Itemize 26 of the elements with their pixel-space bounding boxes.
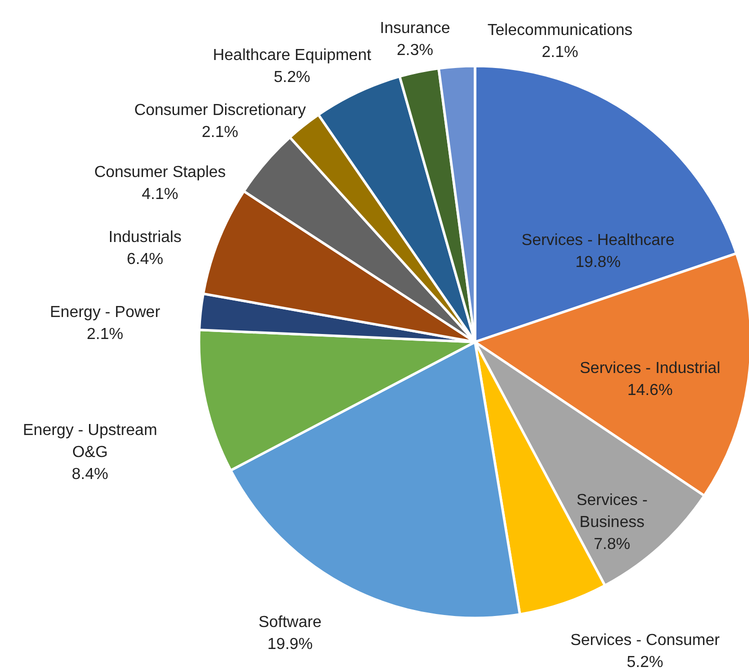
data-label: 14.6% [627,382,673,399]
data-label: 6.4% [126,251,164,268]
data-label: 5.2% [274,69,310,86]
slice-label: Telecommunications [488,22,632,39]
data-label: 7.8% [594,536,630,553]
data-label: 2.3% [396,42,434,59]
slice-label: Energy - Power [50,304,161,321]
slice-label: Healthcare Equipment [212,47,372,64]
slice-label: Software [258,614,322,631]
data-label: 19.9% [267,636,313,653]
data-label: 2.1% [542,44,578,61]
slice-label: Services - Consumer [570,632,720,649]
data-label: 5.2% [626,654,664,671]
data-label: 19.8% [575,254,621,271]
slice-label: Industrials [108,229,182,246]
data-label: 8.4% [72,466,108,483]
slice-label: Insurance [380,20,450,37]
slice-label: Consumer Staples [94,164,226,181]
slice-label: Consumer Discretionary [134,102,306,119]
slice-label: Energy - Upstream O&G [22,422,158,461]
slice-label: Services - Industrial [580,360,720,377]
slice-label: Services - Healthcare [522,232,675,249]
data-label: 2.1% [202,124,238,141]
data-label: 4.1% [142,186,178,203]
data-label: 2.1% [86,326,124,343]
slice-label: Services - Business [576,492,648,531]
